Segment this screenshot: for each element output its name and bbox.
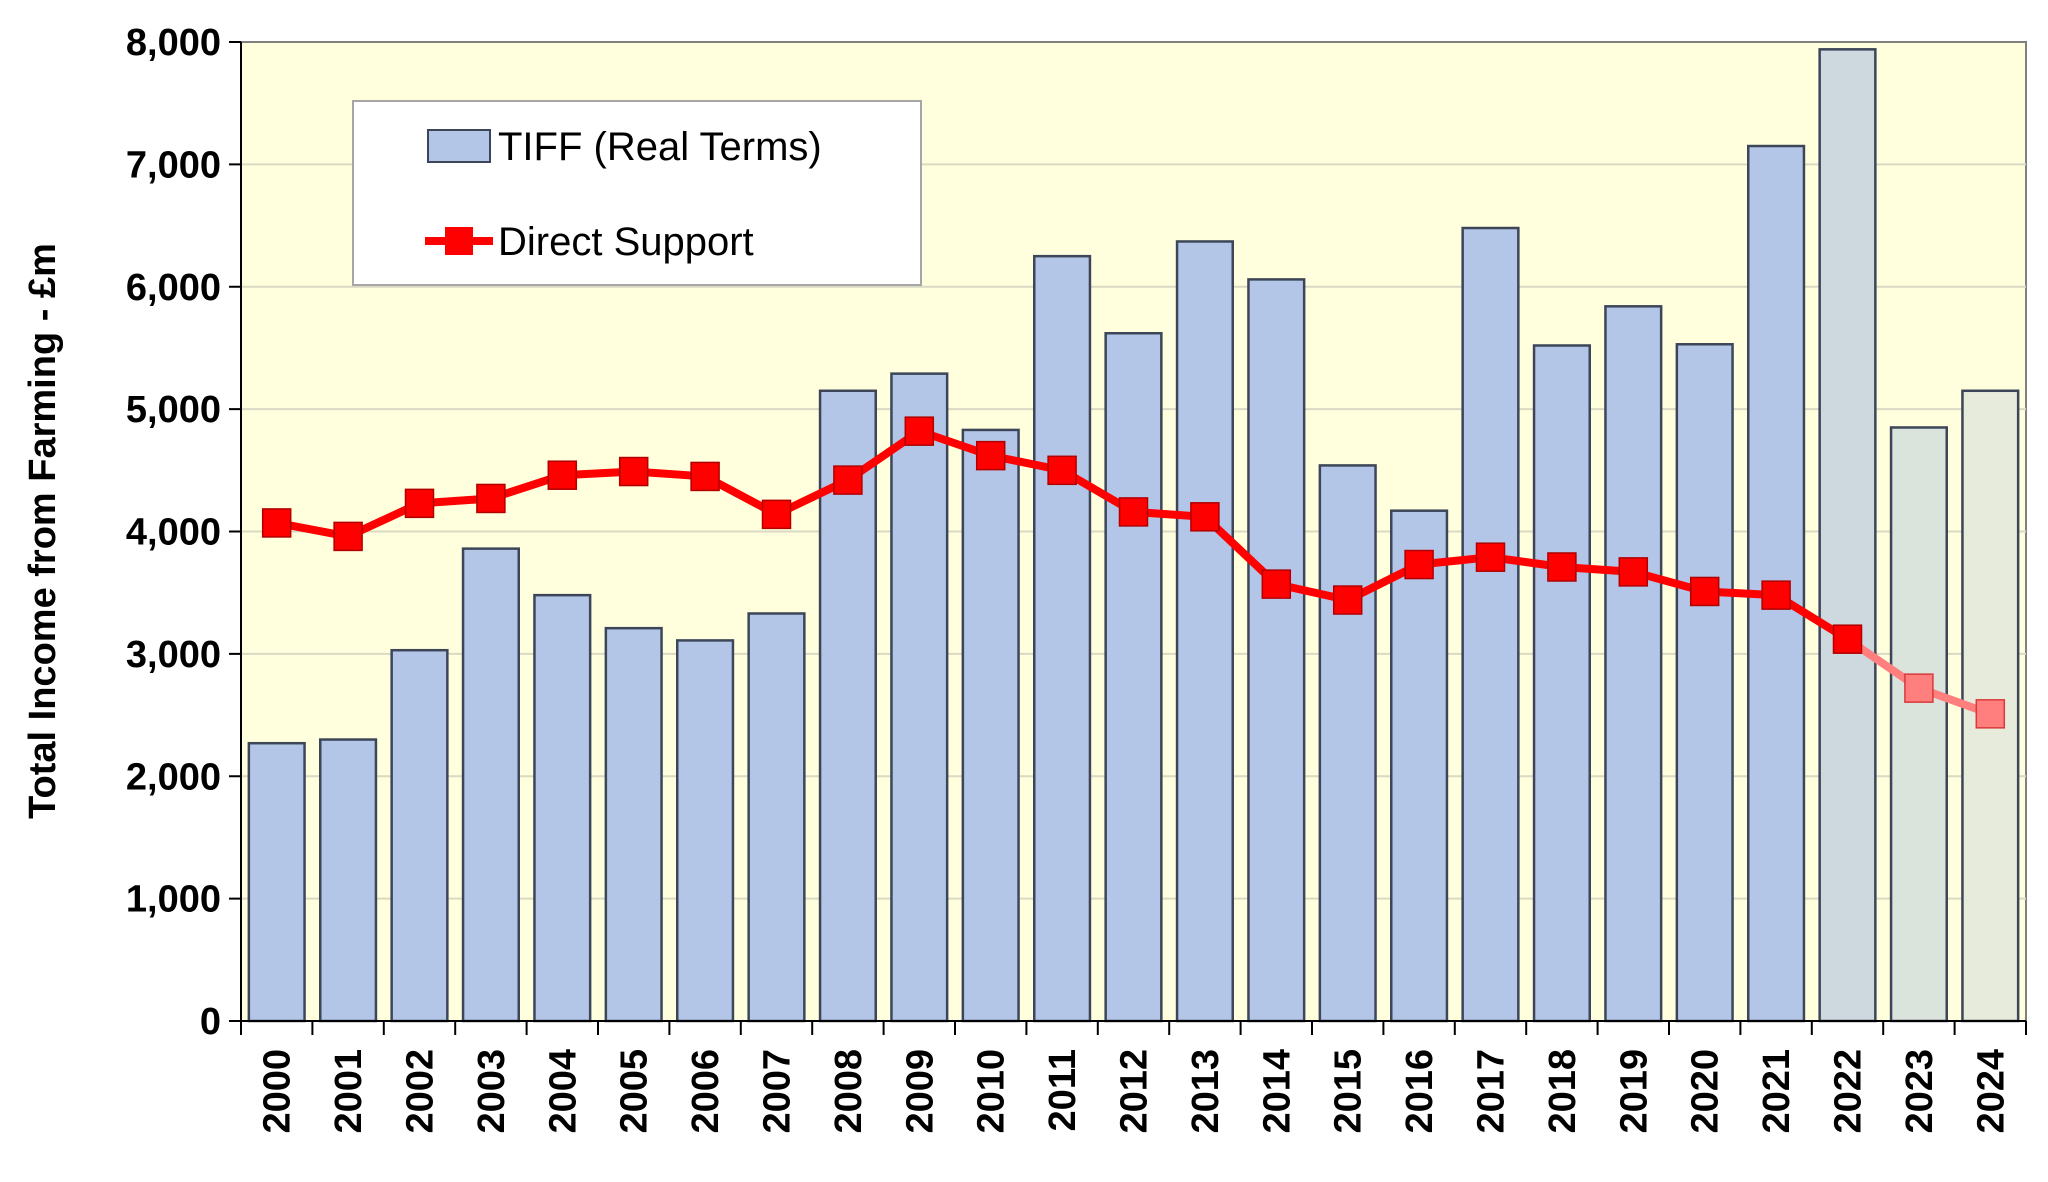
y-tick-label: 8,000	[126, 22, 221, 64]
bar-2002	[390, 648, 449, 1023]
bar-2023	[1889, 426, 1948, 1023]
x-tick-label: 2003	[471, 1049, 513, 1134]
y-axis: 0 1,000 2,000 3,000 4,000 5,000 6,000 7,000 8,00…	[126, 22, 242, 1043]
marker-2009	[904, 416, 935, 446]
bar-2011	[1033, 254, 1092, 1023]
bar-2009	[890, 372, 949, 1023]
marker-2018	[1547, 552, 1577, 582]
x-tick-label: 2012	[1114, 1049, 1156, 1134]
y-tick-label: 0	[200, 1001, 221, 1043]
bar-2003	[461, 547, 520, 1023]
x-tick-label: 2010	[971, 1049, 1013, 1134]
marker-2015	[1332, 585, 1363, 615]
x-tick-label: 2014	[1256, 1049, 1298, 1134]
marker-2003	[476, 483, 506, 514]
x-tick-label: 2018	[1542, 1049, 1584, 1134]
bar-2000	[247, 741, 306, 1023]
y-tick-label: 3,000	[126, 634, 221, 676]
x-tick-label: 2016	[1399, 1049, 1441, 1134]
x-tick-label: 2020	[1685, 1049, 1727, 1134]
x-tick-label: 2013	[1185, 1049, 1227, 1134]
marker-2011	[1047, 455, 1077, 486]
x-tick-label: 2002	[400, 1049, 442, 1134]
marker-2017	[1475, 542, 1506, 572]
marker-2013	[1190, 502, 1220, 532]
x-tick-label: 2022	[1828, 1049, 1870, 1134]
x-tick-label: 2005	[614, 1049, 656, 1134]
x-axis: 2000 2001 2002 2003 2004 2005 2006 2007 2008 2009…	[240, 1020, 2027, 1134]
bar-2006	[676, 639, 735, 1023]
x-tick-label: 2023	[1899, 1049, 1941, 1134]
marker-2010	[975, 440, 1006, 471]
marker-2022	[1832, 624, 1863, 654]
legend-label-bars: TIFF (Real Terms)	[498, 125, 822, 169]
y-tick-label: 2,000	[126, 756, 221, 798]
x-tick-label: 2006	[685, 1049, 727, 1134]
y-tick-label: 6,000	[126, 267, 221, 309]
legend-line-marker	[445, 227, 473, 255]
bar-2020	[1675, 343, 1734, 1023]
x-tick-label: 2008	[828, 1049, 870, 1134]
marker-2016	[1404, 549, 1434, 580]
bar-2004	[533, 593, 592, 1023]
legend-bar-swatch	[427, 129, 491, 163]
legend: TIFF (Real Terms) Direct Support	[352, 100, 922, 286]
bar-2001	[319, 738, 378, 1023]
y-tick-label: 7,000	[126, 144, 221, 186]
bar-2010	[961, 428, 1020, 1023]
marker-2000	[261, 508, 292, 538]
marker-2002	[404, 488, 435, 519]
bar-2008	[818, 389, 877, 1023]
marker-2020	[1689, 576, 1720, 607]
bar-2013	[1175, 240, 1234, 1023]
x-tick-label: 2015	[1328, 1049, 1370, 1134]
x-tick-label: 2001	[328, 1049, 370, 1134]
bar-series	[247, 48, 2020, 1023]
bar-2014	[1247, 278, 1306, 1023]
marker-2012	[1118, 497, 1149, 527]
marker-2019	[1618, 557, 1649, 587]
marker-2007	[761, 499, 792, 530]
bar-2019	[1604, 305, 1663, 1023]
marker-2021	[1761, 580, 1791, 610]
marker-2023	[1904, 673, 1934, 703]
bar-2007	[747, 612, 806, 1023]
bar-2012	[1104, 332, 1163, 1023]
marker-2024	[1975, 699, 2006, 729]
line-series	[261, 416, 2006, 729]
bar-2018	[1532, 344, 1591, 1023]
x-tick-label: 2021	[1756, 1049, 1798, 1134]
x-tick-label: 2007	[757, 1049, 799, 1134]
marker-2008	[833, 465, 863, 495]
y-axis-label: Total Income from Farming - £m	[22, 243, 64, 819]
y-tick-label: 4,000	[126, 512, 221, 554]
marker-2004	[547, 460, 578, 490]
bar-2017	[1461, 226, 1520, 1023]
y-tick-label: 1,000	[126, 879, 221, 921]
x-tick-label: 2000	[257, 1049, 299, 1134]
marker-2006	[690, 461, 720, 492]
marker-2014	[1261, 569, 1292, 599]
x-tick-label: 2017	[1471, 1049, 1513, 1134]
x-tick-label: 2004	[542, 1049, 584, 1134]
bar-2016	[1390, 509, 1449, 1023]
bar-2015	[1318, 464, 1377, 1023]
x-tick-label: 2009	[899, 1049, 941, 1134]
y-tick-label: 5,000	[126, 389, 221, 431]
marker-2005	[618, 456, 649, 487]
bar-2022	[1818, 48, 1877, 1023]
x-tick-label: 2011	[1042, 1049, 1084, 1131]
marker-2001	[333, 521, 363, 552]
legend-label-line: Direct Support	[498, 220, 754, 264]
x-tick-label: 2024	[1970, 1049, 2012, 1134]
bar-2005	[604, 626, 663, 1023]
x-tick-label: 2019	[1613, 1049, 1655, 1134]
